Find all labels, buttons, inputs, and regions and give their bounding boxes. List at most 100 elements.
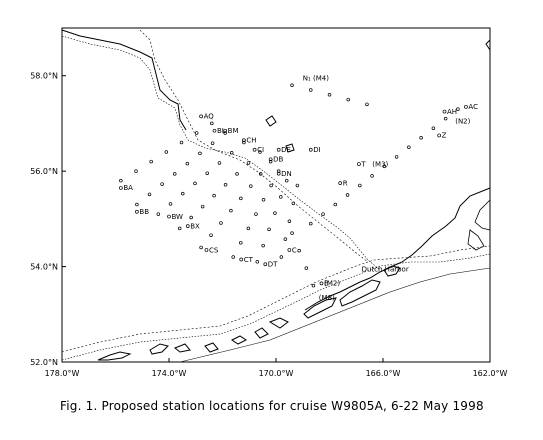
station-marker <box>164 150 169 154</box>
aleutian-contour-inner <box>61 253 491 361</box>
station-label: BB <box>139 208 149 216</box>
labeled-station-marker <box>204 248 209 252</box>
station-label: CI <box>257 146 264 154</box>
station-marker <box>246 161 251 165</box>
labeled-station-marker <box>287 248 292 252</box>
station-marker <box>210 141 215 145</box>
station-marker <box>209 233 213 237</box>
station-marker <box>189 215 193 220</box>
station-marker <box>365 102 369 107</box>
station-marker <box>258 150 262 154</box>
labeled-station-marker <box>199 114 203 119</box>
station-marker <box>290 83 294 88</box>
station-label: BM <box>228 127 239 135</box>
station-marker <box>200 204 205 209</box>
x-tick-label: 170.0°W <box>259 369 294 378</box>
y-axis: 52.0°N 54.0°N 56.0°N 58.0°N <box>30 72 66 367</box>
station-marker <box>295 183 300 188</box>
station-label: B <box>324 280 329 288</box>
y-tick-label: 56.0°N <box>30 167 58 176</box>
alaska-peninsula <box>304 187 491 311</box>
station-label: AH <box>447 108 457 116</box>
labeled-station-marker <box>319 281 324 286</box>
labeled-station-marker <box>442 109 447 114</box>
figure-caption: Fig. 1. Proposed station locations for c… <box>60 399 484 413</box>
station-marker <box>219 221 223 225</box>
labeled-station-marker <box>118 186 123 190</box>
station-marker <box>147 192 152 197</box>
station-marker <box>283 237 288 241</box>
station-label: BL <box>217 127 226 135</box>
station-marker <box>346 97 350 102</box>
place-label: (N2) <box>455 117 470 125</box>
station-marker <box>407 145 411 150</box>
station-marker <box>181 191 185 196</box>
station-marker <box>431 126 436 130</box>
station-marker <box>309 88 313 92</box>
station-label: CT <box>244 256 254 264</box>
station-marker <box>382 164 387 169</box>
map-frame <box>61 27 491 363</box>
station-marker <box>199 245 203 250</box>
station-marker <box>172 172 177 176</box>
alaska-coastline-north <box>61 29 187 131</box>
station-marker <box>258 172 263 176</box>
station-marker <box>309 221 313 226</box>
station-marker <box>327 93 332 97</box>
aleutian-islands-west <box>97 317 289 361</box>
depth-contour-100m <box>61 35 381 271</box>
labeled-station-marker <box>242 138 246 143</box>
pribilof-st-paul <box>265 115 277 127</box>
labeled-station-marker <box>338 181 343 186</box>
station-marker <box>156 212 161 216</box>
station-marker <box>284 178 289 183</box>
x-tick-label: 162.0°W <box>473 369 508 378</box>
station-marker <box>345 193 350 197</box>
station-marker <box>168 202 173 206</box>
station-marker <box>149 159 153 164</box>
station-label: DI <box>313 146 320 154</box>
station-marker <box>333 202 338 207</box>
station-marker <box>254 212 258 216</box>
station-marker <box>287 219 292 223</box>
peninsula-interior <box>474 199 491 231</box>
station-marker <box>177 226 182 231</box>
station-label: BX <box>190 222 200 230</box>
labeled-station-marker <box>437 133 442 138</box>
station-marker <box>311 283 316 288</box>
station-marker <box>304 266 309 270</box>
place-label: (M3) <box>372 160 388 168</box>
station-marker <box>242 140 246 145</box>
station-marker <box>419 135 423 140</box>
station-marker <box>358 183 362 188</box>
station-marker <box>239 240 243 245</box>
station-marker <box>267 227 271 232</box>
station-marker <box>261 243 265 248</box>
place-label: (M8) <box>319 294 335 302</box>
station-marker <box>268 159 273 164</box>
station-marker <box>370 174 374 178</box>
station-marker <box>179 140 184 145</box>
station-label: DB <box>273 156 283 164</box>
station-marker <box>217 161 222 165</box>
y-tick-label: 58.0°N <box>30 72 58 81</box>
depth-contour-200m <box>139 29 369 263</box>
station-marker <box>235 172 239 176</box>
akutan-island <box>383 265 401 277</box>
place-label: Dutch Harbor <box>362 265 409 273</box>
station-marker <box>198 151 202 156</box>
unalaska-island <box>339 279 381 307</box>
station-label: R <box>343 179 348 187</box>
station-label: BW <box>172 213 184 221</box>
station-marker <box>229 150 234 155</box>
station-label: CS <box>209 246 219 254</box>
labeled-station-marker <box>308 147 313 152</box>
station-marker <box>297 248 301 253</box>
station-marker <box>279 195 283 199</box>
station-label: DT <box>268 261 278 269</box>
station-marker <box>321 212 325 216</box>
station-marker <box>185 161 190 166</box>
place-label: (M2) <box>324 280 340 288</box>
y-tick-label: 54.0°N <box>30 263 58 272</box>
station-marker <box>394 155 399 159</box>
